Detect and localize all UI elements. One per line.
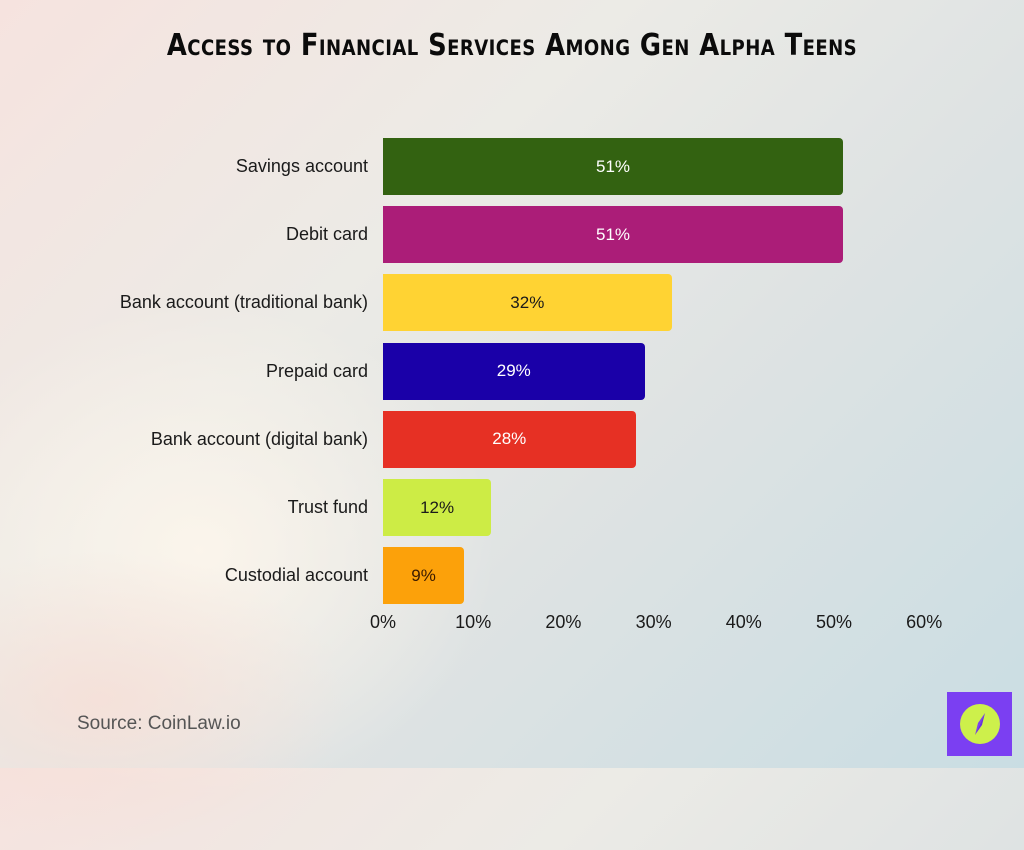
x-axis-tick: 50% xyxy=(815,612,853,632)
chart-title: Access to Financial Services Among Gen A… xyxy=(166,28,858,63)
x-axis-tick: 10% xyxy=(455,612,492,632)
x-axis-tick: 40% xyxy=(725,612,762,632)
category-label: Custodial account xyxy=(224,565,368,586)
bar-row: Prepaid card 29% xyxy=(0,342,1024,400)
compass-needle-icon xyxy=(974,713,985,735)
bar-value-label: 28% xyxy=(492,429,527,449)
brand-logo xyxy=(947,692,1012,756)
x-axis-tick: 60% xyxy=(906,612,943,632)
bar: 51% xyxy=(383,206,844,264)
category-label: Prepaid card xyxy=(265,360,368,381)
bar: 51% xyxy=(383,138,844,195)
bar: 29% xyxy=(383,342,645,400)
bar-value-label: 9% xyxy=(411,565,436,585)
x-axis-tick: 0% xyxy=(369,612,397,632)
bar-value-label: 29% xyxy=(496,361,531,381)
bar: 12% xyxy=(383,479,492,536)
bar-row: Custodial account 9% xyxy=(0,547,1024,605)
bar-chart: Savings account 51% Debit card 51% Bank acco… xyxy=(0,138,1024,632)
bar-value-label: 51% xyxy=(595,224,631,244)
category-label: Savings account xyxy=(235,156,368,176)
bar-row: Trust fund 12% xyxy=(0,479,1024,536)
bar: 32% xyxy=(383,274,672,332)
category-label: Debit card xyxy=(285,224,368,245)
bar-row: Bank account (traditional bank) 32% xyxy=(0,274,1024,332)
bar-value-label: 51% xyxy=(595,156,631,176)
bar: 28% xyxy=(383,410,636,468)
bar-row: Debit card 51% xyxy=(0,206,1024,264)
bar-row: Bank account (digital bank) 28% xyxy=(0,410,1024,468)
x-axis-tick: 30% xyxy=(635,612,672,632)
category-label: Bank account (traditional bank) xyxy=(119,292,368,313)
compass-logo-icon xyxy=(959,704,1000,744)
bar-row: Savings account 51% xyxy=(0,138,1024,195)
bar-value-label: 12% xyxy=(420,497,455,517)
category-label: Bank account (digital bank) xyxy=(150,428,368,449)
x-axis-tick: 20% xyxy=(545,612,582,632)
source-text: Source: CoinLaw.io xyxy=(77,713,241,734)
bar-value-label: 32% xyxy=(510,292,545,312)
bar: 9% xyxy=(383,547,465,605)
category-label: Trust fund xyxy=(287,497,368,517)
